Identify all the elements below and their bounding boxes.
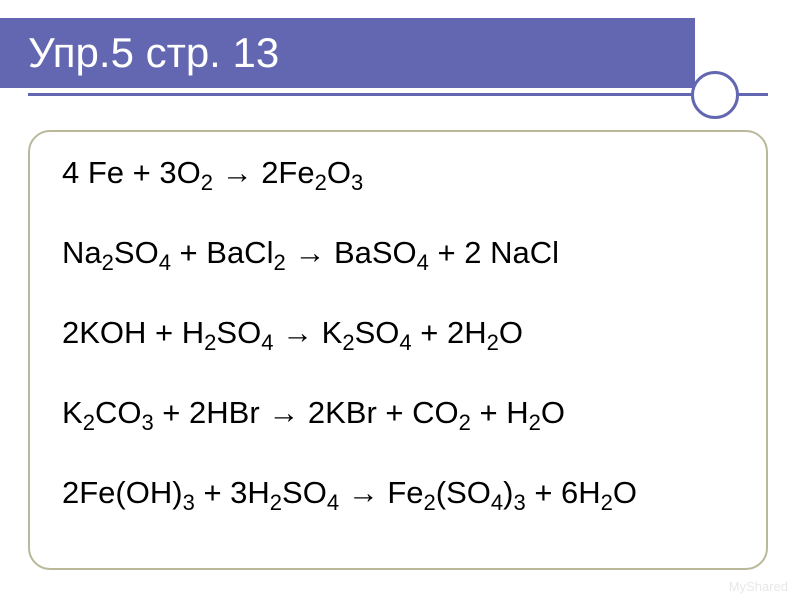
- equation-4: K2CO3 + 2HBr → 2KBr + CO2 + H2O: [62, 397, 734, 428]
- slide: Упр.5 стр. 13 4 Fe + 3O2 → 2Fe2O3 Na2SO4…: [0, 0, 800, 600]
- accent-circle: [691, 71, 739, 119]
- title-underline: [28, 93, 768, 96]
- slide-title: Упр.5 стр. 13: [28, 29, 279, 77]
- watermark: MyShared: [729, 579, 788, 594]
- equation-2: Na2SO4 + BaCl2 → BaSO4 + 2 NaCl: [62, 237, 734, 268]
- content-frame: 4 Fe + 3O2 → 2Fe2O3 Na2SO4 + BaCl2 → BaS…: [28, 130, 768, 570]
- title-bar: Упр.5 стр. 13: [0, 18, 695, 88]
- equation-5: 2Fe(OH)3 + 3H2SO4 → Fe2(SO4)3 + 6H2O: [62, 477, 734, 508]
- equation-1: 4 Fe + 3O2 → 2Fe2O3: [62, 157, 734, 188]
- equation-3: 2KOH + H2SO4 → K2SO4 + 2H2O: [62, 317, 734, 348]
